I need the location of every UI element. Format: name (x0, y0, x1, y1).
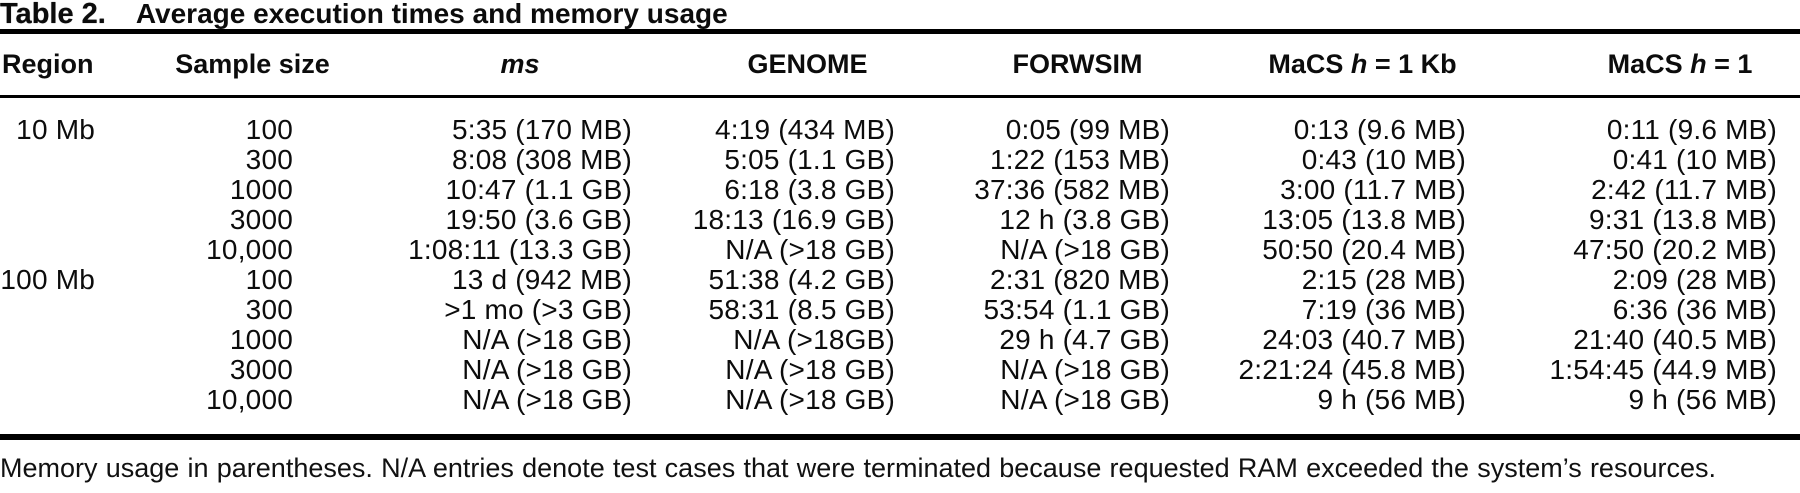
cell-ms: N/A (>18 GB) (462, 354, 632, 385)
top-rule (0, 29, 1800, 34)
cell-sample-size: 10,000 (206, 234, 293, 265)
cell-sample-size: 3000 (229, 204, 293, 235)
cell-genome: N/A (>18GB) (733, 324, 895, 355)
cell-forwsim: N/A (>18 GB) (1000, 234, 1170, 265)
cell-forwsim: 37:36 (582 MB) (974, 174, 1170, 205)
cell-macs-h1: 6:36 (36 MB) (1612, 294, 1777, 325)
table-footnote: Memory usage in parentheses. N/A entries… (0, 453, 1716, 483)
cell-genome: 4:19 (434 MB) (714, 114, 895, 145)
table-header-row: Region Sample size ms GENOME FORWSIM MaC… (0, 34, 1800, 95)
cell-macs-h1: 21:40 (40.5 MB) (1573, 324, 1777, 355)
cell-region: 10 Mb (16, 114, 95, 145)
column-header-macs-h1kb: MaCS h = 1 Kb (1268, 49, 1457, 79)
cell-sample-size: 10,000 (206, 384, 293, 415)
table-row: 3000 19:50 (3.6 GB) 18:13 (16.9 GB) 12 h… (0, 205, 1800, 235)
table-caption-text: Average execution times and memory usage (135, 0, 728, 29)
cell-macs-h1kb: 9 h (56 MB) (1317, 384, 1466, 415)
cell-genome: N/A (>18 GB) (725, 384, 895, 415)
cell-sample-size: 100 (245, 264, 293, 295)
cell-sample-size: 1000 (229, 174, 293, 205)
cell-sample-size: 1000 (229, 324, 293, 355)
cell-region (0, 385, 110, 415)
cell-region (0, 295, 110, 325)
cell-genome: 6:18 (3.8 GB) (724, 174, 895, 205)
cell-macs-h1kb: 2:21:24 (45.8 MB) (1238, 354, 1466, 385)
cell-macs-h1kb: 3:00 (11.7 MB) (1280, 174, 1466, 205)
table-row: 1000 N/A (>18 GB) N/A (>18GB) 29 h (4.7 … (0, 325, 1800, 355)
header-rule (0, 95, 1800, 98)
cell-forwsim: 29 h (4.7 GB) (999, 324, 1170, 355)
table-body: 10 Mb 100 5:35 (170 MB) 4:19 (434 MB) 0:… (0, 98, 1800, 434)
bottom-rule (0, 434, 1800, 440)
cell-macs-h1: 9 h (56 MB) (1628, 384, 1777, 415)
cell-macs-h1kb: 50:50 (20.4 MB) (1262, 234, 1466, 265)
column-header-forwsim: FORWSIM (1012, 49, 1143, 79)
cell-region (0, 145, 110, 175)
cell-macs-h1: 0:11 (9.6 MB) (1606, 114, 1777, 145)
cell-macs-h1kb: 0:13 (9.6 MB) (1293, 114, 1466, 145)
table-row: 300 8:08 (308 MB) 5:05 (1.1 GB) 1:22 (15… (0, 145, 1800, 175)
table-caption: Table 2. Average execution times and memo… (0, 0, 1800, 29)
cell-genome: 58:31 (8.5 GB) (708, 294, 895, 325)
cell-ms: N/A (>18 GB) (462, 384, 632, 415)
cell-forwsim: N/A (>18 GB) (1000, 384, 1170, 415)
cell-macs-h1: 2:09 (28 MB) (1612, 264, 1777, 295)
variable-h: h (1690, 49, 1707, 79)
cell-forwsim: 1:22 (153 MB) (989, 144, 1170, 175)
cell-sample-size: 3000 (229, 354, 293, 385)
cell-forwsim: N/A (>18 GB) (1000, 354, 1170, 385)
cell-ms: 5:35 (170 MB) (451, 114, 632, 145)
cell-forwsim: 2:31 (820 MB) (989, 264, 1170, 295)
table-row: 10,000 1:08:11 (13.3 GB) N/A (>18 GB) N/… (0, 235, 1800, 265)
cell-genome: 51:38 (4.2 GB) (708, 264, 895, 295)
cell-forwsim: 53:54 (1.1 GB) (983, 294, 1170, 325)
table-row: 10 Mb 100 5:35 (170 MB) 4:19 (434 MB) 0:… (0, 115, 1800, 145)
cell-region (0, 355, 110, 385)
column-header-sample-size: Sample size (175, 49, 330, 79)
cell-region: 100 Mb (0, 264, 95, 295)
cell-ms: 19:50 (3.6 GB) (445, 204, 632, 235)
cell-genome: 18:13 (16.9 GB) (692, 204, 895, 235)
cell-ms: N/A (>18 GB) (462, 324, 632, 355)
column-header-macs-h1: MaCS h = 1 (1607, 49, 1753, 79)
column-header-region: Region (2, 49, 94, 79)
cell-ms: 1:08:11 (13.3 GB) (408, 234, 632, 265)
cell-ms: 10:47 (1.1 GB) (445, 174, 632, 205)
cell-region (0, 175, 110, 205)
cell-macs-h1: 47:50 (20.2 MB) (1573, 234, 1777, 265)
cell-macs-h1: 1:54:45 (44.9 MB) (1549, 354, 1777, 385)
cell-sample-size: 100 (245, 114, 293, 145)
cell-ms: 13 d (942 MB) (451, 264, 632, 295)
cell-ms: 8:08 (308 MB) (451, 144, 632, 175)
table-row: 10,000 N/A (>18 GB) N/A (>18 GB) N/A (>1… (0, 385, 1800, 415)
cell-ms: >1 mo (>3 GB) (444, 294, 632, 325)
cell-macs-h1kb: 13:05 (13.8 MB) (1262, 204, 1466, 235)
cell-macs-h1kb: 0:43 (10 MB) (1301, 144, 1466, 175)
cell-genome: 5:05 (1.1 GB) (724, 144, 895, 175)
cell-genome: N/A (>18 GB) (725, 354, 895, 385)
cell-region (0, 325, 110, 355)
cell-forwsim: 12 h (3.8 GB) (999, 204, 1170, 235)
cell-region (0, 205, 110, 235)
cell-sample-size: 300 (245, 294, 293, 325)
cell-forwsim: 0:05 (99 MB) (1005, 114, 1170, 145)
cell-macs-h1: 2:42 (11.7 MB) (1591, 174, 1777, 205)
table-row: 3000 N/A (>18 GB) N/A (>18 GB) N/A (>18 … (0, 355, 1800, 385)
column-header-ms: ms (500, 49, 540, 79)
cell-sample-size: 300 (245, 144, 293, 175)
table-row: 300 >1 mo (>3 GB) 58:31 (8.5 GB) 53:54 (… (0, 295, 1800, 325)
variable-h: h (1350, 49, 1368, 79)
cell-macs-h1: 9:31 (13.8 MB) (1589, 204, 1777, 235)
cell-region (0, 235, 110, 265)
cell-genome: N/A (>18 GB) (725, 234, 895, 265)
cell-macs-h1kb: 24:03 (40.7 MB) (1262, 324, 1466, 355)
cell-macs-h1kb: 7:19 (36 MB) (1301, 294, 1466, 325)
cell-macs-h1: 0:41 (10 MB) (1612, 144, 1777, 175)
column-header-genome: GENOME (747, 49, 868, 79)
table-row: 1000 10:47 (1.1 GB) 6:18 (3.8 GB) 37:36 … (0, 175, 1800, 205)
cell-macs-h1kb: 2:15 (28 MB) (1301, 264, 1466, 295)
table-row: 100 Mb 100 13 d (942 MB) 51:38 (4.2 GB) … (0, 265, 1800, 295)
table-caption-label: Table 2. (0, 0, 106, 30)
